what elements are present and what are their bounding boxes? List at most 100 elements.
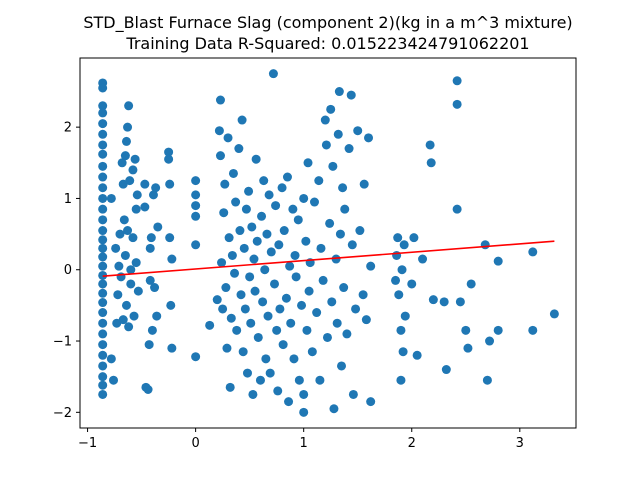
data-point [113,290,123,300]
data-point [167,254,177,264]
data-point [98,119,108,129]
data-point [126,265,136,275]
data-point [218,304,228,314]
data-point [167,343,177,353]
x-tick-label: 2 [408,436,416,451]
data-point [98,101,108,111]
data-point [130,154,140,164]
data-point [261,354,271,364]
data-point [316,243,326,253]
data-point [299,193,309,203]
data-point [217,258,227,268]
data-point [418,254,428,264]
data-point [98,318,108,328]
data-point [98,172,108,182]
data-point [98,235,108,245]
data-point [285,261,295,271]
data-point [245,272,255,282]
data-point [528,247,538,257]
data-point [549,309,559,319]
data-point [399,240,409,250]
data-point [98,372,108,382]
data-point [150,283,160,293]
data-point [222,343,232,353]
data-point [140,202,150,212]
data-point [332,318,342,328]
data-point [205,320,215,330]
data-point [128,165,138,175]
data-point [325,218,335,228]
data-point [242,368,252,378]
data-point [452,204,462,214]
data-point [271,201,281,211]
data-point [339,283,349,293]
data-point [237,115,247,125]
data-point [334,87,344,97]
data-point [124,322,134,332]
data-point [98,288,108,298]
data-point [227,250,237,260]
data-point [225,382,235,392]
data-point [106,354,116,364]
data-point [288,204,298,214]
data-point [493,325,503,335]
data-point [320,115,330,125]
data-point [441,365,451,375]
data-point [346,90,356,100]
data-point [151,183,161,193]
data-point [131,204,141,214]
data-point [286,318,296,328]
data-point [355,226,365,236]
data-point [132,190,142,200]
data-point [191,176,201,186]
y-tick-label: 0 [64,263,72,278]
data-point [236,290,246,300]
x-axis: −1 0 1 2 3 [78,428,524,451]
data-point [353,126,363,136]
data-point [257,211,267,221]
data-point [328,161,338,171]
data-point [289,354,299,364]
data-point [252,236,262,246]
data-point [240,304,250,314]
data-point [272,325,282,335]
data-point [238,347,248,357]
data-point [98,252,108,262]
data-point [232,325,242,335]
data-point [426,158,436,168]
data-point [335,229,345,239]
data-point [279,226,289,236]
plot-frame [79,57,577,429]
data-point [98,215,108,225]
data-point [304,286,314,296]
data-point [128,233,138,243]
data-point [337,361,347,371]
data-point [153,222,163,232]
data-point [396,325,406,335]
data-point [230,268,240,278]
data-point [249,254,259,264]
data-point [391,275,401,285]
y-tick-label: −2 [53,406,72,421]
x-tick-label: 0 [191,436,199,451]
data-point [331,254,341,264]
data-point [191,190,201,200]
data-point [348,389,358,399]
data-point [312,308,322,318]
data-point [278,340,288,350]
data-point [98,361,108,371]
data-point [98,298,108,308]
data-point [394,290,404,300]
data-point [98,204,108,214]
data-point [326,104,336,114]
data-point [260,265,270,275]
data-point [338,183,348,193]
data-point [248,389,258,399]
data-point [407,279,417,289]
data-point [219,208,229,218]
data-point [255,375,265,385]
data-point [152,311,162,321]
data-point [147,325,157,335]
y-tick-label: 1 [64,192,72,207]
data-point [340,204,350,214]
